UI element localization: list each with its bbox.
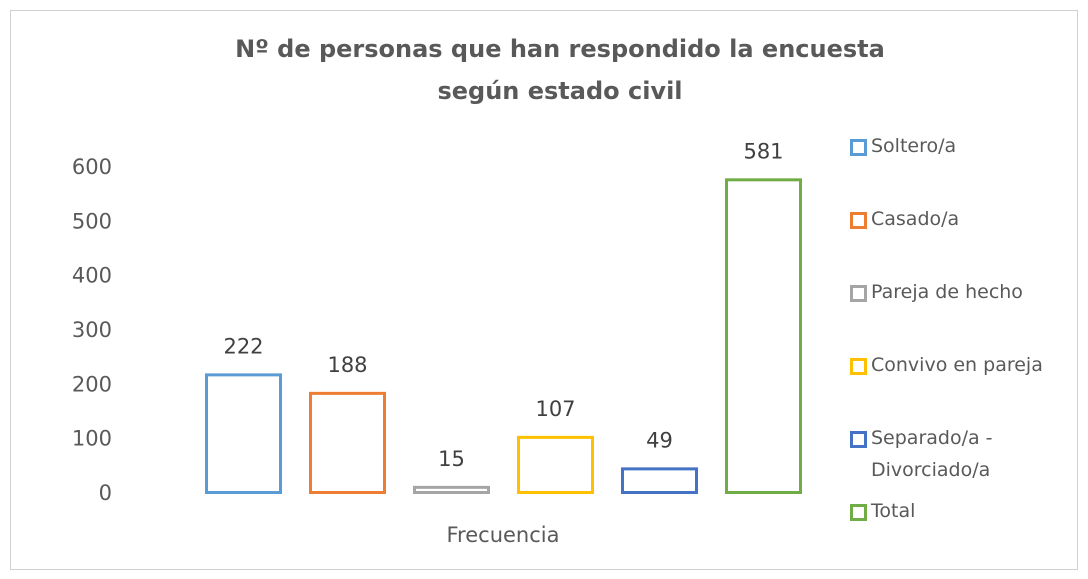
legend-label: Casado/a xyxy=(871,208,960,230)
legend-swatch xyxy=(850,504,867,521)
chart-border xyxy=(10,10,1078,570)
data-label: 49 xyxy=(646,428,673,452)
legend-swatch xyxy=(850,212,867,229)
y-tick-label: 500 xyxy=(72,209,112,233)
legend-label: Total xyxy=(871,500,916,522)
data-label: 222 xyxy=(223,334,263,358)
chart-title: Nº de personas que han respondido la enc… xyxy=(235,35,885,105)
data-label: 15 xyxy=(438,447,465,471)
y-tick-label: 400 xyxy=(72,264,112,288)
data-label: 581 xyxy=(743,139,783,163)
legend-swatch xyxy=(850,358,867,375)
y-tick-label: 0 xyxy=(99,481,112,505)
bar xyxy=(725,178,802,494)
legend-label: Soltero/a xyxy=(871,135,957,157)
legend-label: Pareja de hecho xyxy=(871,281,1023,303)
bar xyxy=(413,485,490,495)
y-tick-label: 100 xyxy=(72,427,112,451)
bar xyxy=(309,391,386,494)
y-tick-label: 600 xyxy=(72,155,112,179)
legend-swatch xyxy=(850,139,867,156)
legend-swatch xyxy=(850,285,867,302)
legend-swatch xyxy=(850,431,867,448)
bar xyxy=(517,435,594,495)
legend-item: Convivo en pareja xyxy=(850,349,1061,381)
y-tick-label: 300 xyxy=(72,318,112,342)
legend-item: Casado/a xyxy=(850,203,1061,235)
bar xyxy=(205,373,282,495)
legend-item: Soltero/a xyxy=(850,130,1061,162)
legend-label: Convivo en pareja xyxy=(871,354,1043,376)
legend-item: Total xyxy=(850,495,1061,527)
legend-label: Separado/a - Divorciado/a xyxy=(871,427,993,481)
legend-item: Separado/a - Divorciado/a xyxy=(850,422,1061,486)
data-label: 188 xyxy=(327,353,367,377)
bar xyxy=(621,467,698,495)
legend-item: Pareja de hecho xyxy=(850,276,1061,308)
data-label: 107 xyxy=(535,397,575,421)
x-tick-label: Frecuencia xyxy=(447,523,560,547)
y-tick-label: 200 xyxy=(72,372,112,396)
